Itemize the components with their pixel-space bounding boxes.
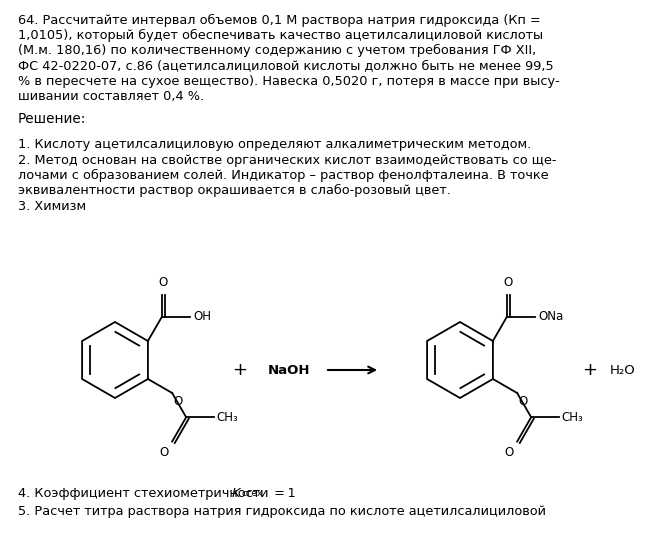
- Text: шивании составляет 0,4 %.: шивании составляет 0,4 %.: [18, 90, 204, 103]
- Text: ONa: ONa: [538, 310, 563, 323]
- Text: 3. Химизм: 3. Химизм: [18, 200, 86, 213]
- Text: 1. Кислоту ацетилсалициловую определяют алкалиметрическим методом.: 1. Кислоту ацетилсалициловую определяют …: [18, 138, 531, 151]
- Text: O: O: [518, 395, 527, 408]
- Text: Решение:: Решение:: [18, 112, 87, 126]
- Text: 64. Рассчитайте интервал объемов 0,1 М раствора натрия гидроксида (Кп =: 64. Рассчитайте интервал объемов 0,1 М р…: [18, 14, 541, 27]
- Text: % в пересчете на сухое вещество). Навеска 0,5020 г, потеря в массе при высу-: % в пересчете на сухое вещество). Навеск…: [18, 75, 559, 88]
- Text: лочами с образованием солей. Индикатор – раствор фенолфталеина. В точке: лочами с образованием солей. Индикатор –…: [18, 169, 549, 182]
- Text: NaOH: NaOH: [268, 363, 310, 376]
- Text: O: O: [160, 447, 168, 459]
- Text: эквивалентности раствор окрашивается в слабо-розовый цвет.: эквивалентности раствор окрашивается в с…: [18, 184, 451, 197]
- Text: стех: стех: [241, 489, 262, 498]
- Text: O: O: [505, 447, 513, 459]
- Text: O: O: [503, 276, 513, 289]
- Text: OH: OH: [193, 310, 211, 323]
- Text: CH₃: CH₃: [561, 411, 583, 424]
- Text: +: +: [583, 361, 597, 379]
- Text: CH₃: CH₃: [216, 411, 238, 424]
- Text: 1,0105), который будет обеспечивать качество ацетилсалициловой кислоты: 1,0105), который будет обеспечивать каче…: [18, 29, 543, 42]
- Text: (М.м. 180,16) по количественному содержанию с учетом требования ГФ XII,: (М.м. 180,16) по количественному содержа…: [18, 44, 536, 58]
- Text: 4. Коэффициент стехиометричности: 4. Коэффициент стехиометричности: [18, 487, 277, 500]
- Text: ФС 42-0220-07, с.86 (ацетилсалициловой кислоты должно быть не менее 99,5: ФС 42-0220-07, с.86 (ацетилсалициловой к…: [18, 60, 553, 72]
- Text: +: +: [232, 361, 248, 379]
- Text: O: O: [159, 276, 168, 289]
- Text: = 1: = 1: [270, 487, 296, 500]
- Text: H₂O: H₂O: [610, 363, 636, 376]
- Text: K: K: [232, 487, 240, 500]
- Text: O: O: [173, 395, 182, 408]
- Text: 2. Метод основан на свойстве органических кислот взаимодействовать со ще-: 2. Метод основан на свойстве органически…: [18, 154, 557, 167]
- Text: 5. Расчет титра раствора натрия гидроксида по кислоте ацетилсалициловой: 5. Расчет титра раствора натрия гидрокси…: [18, 505, 546, 518]
